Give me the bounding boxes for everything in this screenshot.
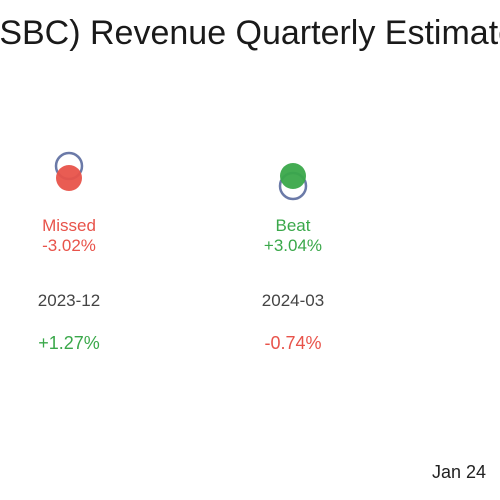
chart-title: (SBC) Revenue Quarterly Estimates xyxy=(0,14,500,52)
period-label-0: 2023-12 xyxy=(38,291,100,310)
result-label-2024-03: Beat xyxy=(276,216,311,235)
surprise-label-2024-03: +3.04% xyxy=(264,236,322,255)
change-label-0: +1.27% xyxy=(38,333,100,353)
period-label-1: 2024-03 xyxy=(262,291,324,310)
actual-dot-2024-03 xyxy=(280,163,306,189)
actual-dot-2023-12 xyxy=(56,165,82,191)
change-label-1: -0.74% xyxy=(264,333,321,353)
surprise-label-2023-12: -3.02% xyxy=(42,236,96,255)
result-label-2023-12: Missed xyxy=(42,216,96,235)
footer-date: Jan 24 xyxy=(432,462,487,482)
